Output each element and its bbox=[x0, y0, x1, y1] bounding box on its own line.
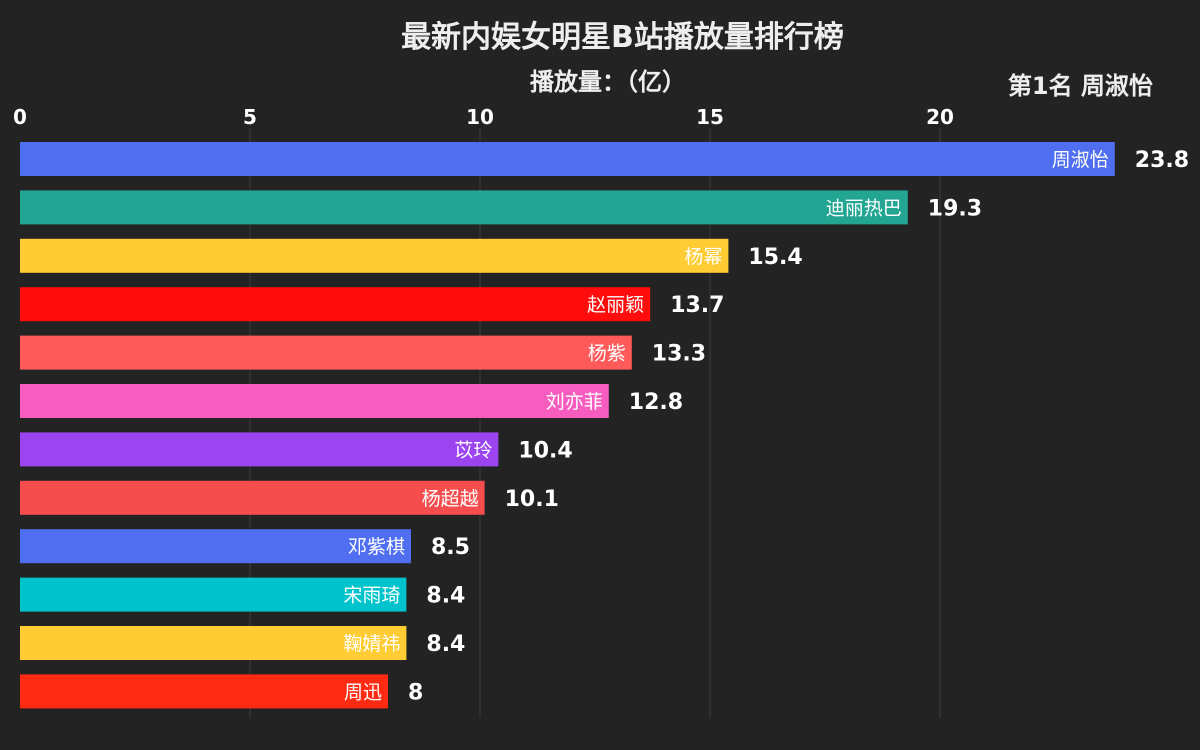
bar-value-label: 8 bbox=[408, 680, 423, 705]
bar-category-label: 邓紫棋 bbox=[348, 536, 405, 558]
x-tick-label: 10 bbox=[466, 105, 494, 129]
bar bbox=[20, 238, 729, 273]
x-tick-label: 5 bbox=[243, 105, 257, 129]
bar-category-label: 鞠婧祎 bbox=[343, 633, 400, 655]
bar bbox=[20, 529, 411, 564]
bar bbox=[20, 480, 485, 515]
rank-leader-label: 第1名 周淑怡 bbox=[1007, 72, 1153, 100]
bar-category-label: 杨幂 bbox=[684, 246, 722, 268]
bar-value-label: 10.1 bbox=[505, 487, 559, 512]
x-tick-label: 15 bbox=[696, 105, 724, 129]
bar-value-label: 23.8 bbox=[1135, 148, 1189, 173]
bar-value-label: 8.5 bbox=[431, 535, 470, 560]
bar-category-label: 刘亦菲 bbox=[546, 391, 603, 413]
bar bbox=[20, 432, 499, 467]
bar-value-label: 12.8 bbox=[629, 390, 683, 415]
bar-value-label: 8.4 bbox=[426, 632, 465, 657]
bar-category-label: 宋雨琦 bbox=[343, 585, 400, 607]
bar-value-label: 10.4 bbox=[518, 438, 572, 463]
bar bbox=[20, 142, 1115, 176]
bar-category-label: 迪丽热巴 bbox=[826, 197, 902, 219]
bar-value-label: 8.4 bbox=[426, 584, 465, 609]
bar-category-label: 杨超越 bbox=[422, 488, 479, 510]
bar bbox=[20, 577, 407, 612]
bar bbox=[20, 287, 651, 322]
bar bbox=[20, 626, 407, 660]
bar-value-label: 13.7 bbox=[670, 293, 724, 318]
bar-category-label: 杨紫 bbox=[588, 343, 626, 365]
chart-title: 最新内娱女明星B站播放量排行榜 bbox=[401, 20, 844, 55]
bar bbox=[20, 384, 609, 418]
bar-category-label: 周淑怡 bbox=[1052, 149, 1109, 171]
bar-category-label: 苡玲 bbox=[454, 439, 492, 461]
bar-category-label: 赵丽颖 bbox=[587, 294, 644, 316]
bar-value-label: 15.4 bbox=[748, 245, 802, 270]
bar bbox=[20, 190, 908, 225]
bar bbox=[20, 674, 388, 709]
bar-value-label: 19.3 bbox=[928, 196, 982, 221]
bar-category-label: 周迅 bbox=[344, 681, 382, 703]
bar-value-label: 13.3 bbox=[652, 342, 706, 367]
axis-unit-label: 播放量：（亿） bbox=[530, 68, 686, 96]
x-tick-label: 20 bbox=[926, 105, 954, 129]
bar bbox=[20, 335, 632, 370]
x-tick-label: 0 bbox=[13, 105, 27, 129]
